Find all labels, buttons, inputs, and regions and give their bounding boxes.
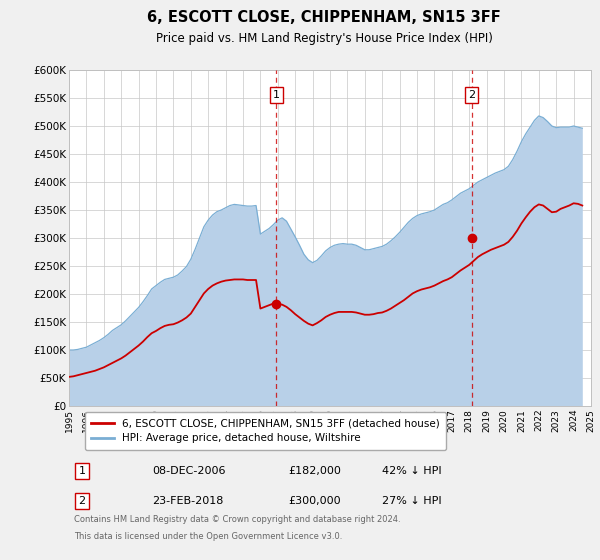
Text: 2: 2 (468, 90, 475, 100)
Text: Price paid vs. HM Land Registry's House Price Index (HPI): Price paid vs. HM Land Registry's House … (155, 32, 493, 45)
Text: 42% ↓ HPI: 42% ↓ HPI (382, 466, 442, 477)
Text: £300,000: £300,000 (288, 496, 341, 506)
Text: This data is licensed under the Open Government Licence v3.0.: This data is licensed under the Open Gov… (74, 531, 343, 540)
Legend: 6, ESCOTT CLOSE, CHIPPENHAM, SN15 3FF (detached house), HPI: Average price, deta: 6, ESCOTT CLOSE, CHIPPENHAM, SN15 3FF (d… (85, 412, 446, 450)
Text: Contains HM Land Registry data © Crown copyright and database right 2024.: Contains HM Land Registry data © Crown c… (74, 515, 401, 524)
Text: 23-FEB-2018: 23-FEB-2018 (152, 496, 224, 506)
Text: 08-DEC-2006: 08-DEC-2006 (152, 466, 226, 477)
Text: 1: 1 (273, 90, 280, 100)
Text: 2: 2 (79, 496, 86, 506)
Text: 6, ESCOTT CLOSE, CHIPPENHAM, SN15 3FF: 6, ESCOTT CLOSE, CHIPPENHAM, SN15 3FF (147, 10, 501, 25)
Text: £182,000: £182,000 (288, 466, 341, 477)
Text: 27% ↓ HPI: 27% ↓ HPI (382, 496, 442, 506)
Text: 1: 1 (79, 466, 86, 477)
